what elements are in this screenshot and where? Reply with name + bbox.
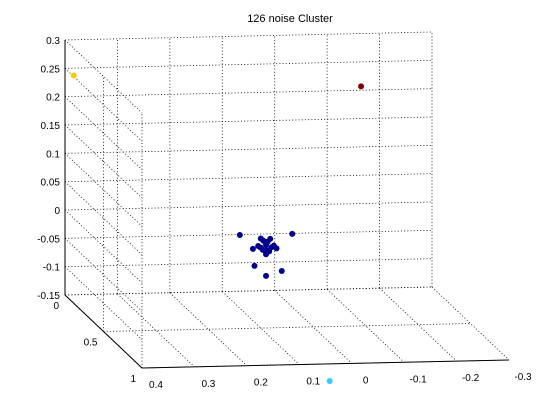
grid-line <box>326 288 405 363</box>
grid-line <box>64 173 433 183</box>
chart-title: 126 noise Cluster <box>247 13 333 25</box>
y-axis-line <box>64 294 143 369</box>
grid-line <box>64 209 143 284</box>
data-point <box>289 230 296 237</box>
x-axis-ticks: 0.4 0.3 0.2 0.1 0 -0.1 -0.2 -0.3 <box>149 372 532 391</box>
grid-line <box>169 292 248 367</box>
z-axis-ticks: 0.3 0.25 0.2 0.15 0.1 0.05 0 -0.05 -0.1 -0.15 <box>37 36 60 302</box>
grid-line <box>431 286 510 361</box>
grid-line <box>64 96 143 170</box>
z-tick-label: 0.05 <box>41 178 61 189</box>
z-tick-label: 0 <box>54 206 60 217</box>
grid-line <box>379 287 457 362</box>
axes <box>64 40 510 369</box>
z-tick-label: 0.2 <box>46 93 60 104</box>
x-tick-label: -0.1 <box>410 374 428 385</box>
x-tick-label: 0.3 <box>201 379 215 390</box>
y-tick-label: 0 <box>53 301 59 312</box>
grid-line <box>64 144 433 154</box>
y-axis-ticks: 00.51 <box>53 301 136 385</box>
y-tick-label: 1 <box>130 374 136 385</box>
z-tick-label: 0.3 <box>46 36 60 47</box>
grid-line <box>64 116 433 126</box>
x-tick-label: 0.2 <box>254 378 268 389</box>
z-tick-label: 0.15 <box>41 121 61 132</box>
grid-line <box>64 88 433 98</box>
grid-line <box>274 290 352 364</box>
z-tick-label: -0.1 <box>43 263 61 274</box>
data-point <box>263 251 270 258</box>
x-tick-label: 0 <box>363 375 369 386</box>
data-point <box>236 232 243 239</box>
x-tick-label: 0.1 <box>306 377 320 388</box>
x-axis-line <box>141 359 510 369</box>
data-point <box>249 245 256 252</box>
data-point <box>255 242 262 249</box>
data-point <box>263 272 270 279</box>
x-tick-label: -0.3 <box>514 372 532 383</box>
data-point <box>259 246 266 253</box>
grid-line <box>103 323 471 332</box>
x-tick-label: 0.4 <box>149 380 163 391</box>
grid-line <box>64 258 433 268</box>
z-tick-label: 0.25 <box>41 64 61 75</box>
grid-line <box>64 229 433 239</box>
grid-line <box>64 59 433 69</box>
data-point <box>358 83 365 90</box>
grid-line <box>64 68 143 142</box>
grid-line <box>64 31 433 41</box>
grid-line <box>64 238 143 312</box>
data-point <box>257 235 264 242</box>
z-tick-label: 0.1 <box>46 149 60 160</box>
x-tick-label: -0.2 <box>462 373 480 384</box>
y-tick-label: 0.5 <box>84 338 98 349</box>
data-point <box>251 262 258 269</box>
z-tick-label: -0.15 <box>37 291 60 302</box>
data-point <box>278 267 285 274</box>
grid-line <box>64 266 143 340</box>
grid-line <box>64 201 433 211</box>
data-point <box>70 72 77 79</box>
grid <box>64 31 510 369</box>
grid-line <box>64 286 433 296</box>
grid-line <box>64 181 143 255</box>
data-point <box>273 245 280 252</box>
data-point <box>267 235 274 242</box>
data-point <box>326 378 333 385</box>
z-tick-label: -0.05 <box>37 234 60 245</box>
data-points <box>70 72 365 385</box>
